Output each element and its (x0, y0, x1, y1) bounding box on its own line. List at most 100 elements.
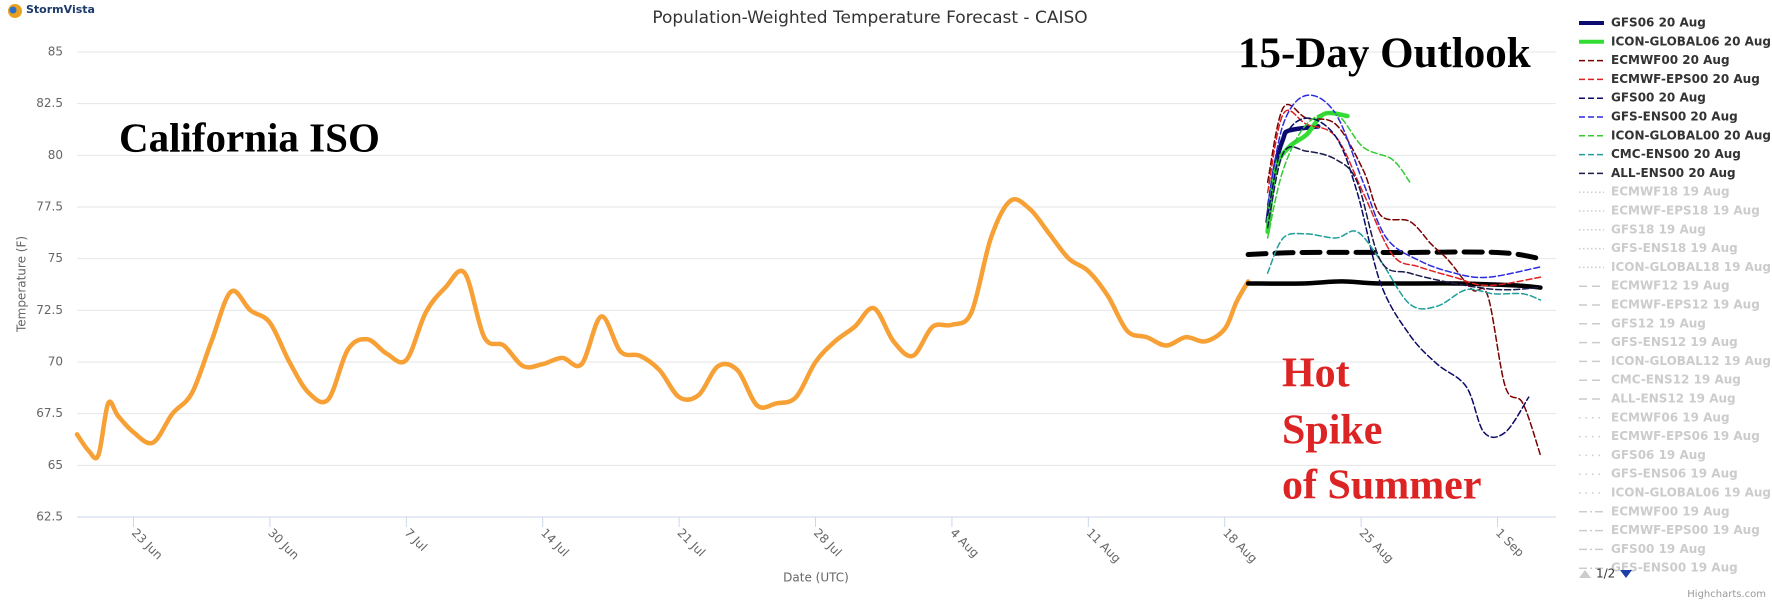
series-line (1266, 94, 1542, 279)
pager-up[interactable] (1579, 570, 1591, 578)
y-tick-label: 75 (48, 251, 63, 265)
legend-label: ECMWF-EPS12 19 Aug (1611, 298, 1760, 312)
legend-label: CMC-ENS00 20 Aug (1611, 147, 1741, 161)
legend-label: GFS-ENS12 19 Aug (1611, 335, 1738, 349)
y-tick-label: 62.5 (36, 510, 63, 524)
y-tick-label: 72.5 (36, 303, 63, 317)
series-line (1266, 230, 1542, 310)
y-tick-label: 77.5 (36, 200, 63, 214)
annotations: 15-Day Outlook California ISO Hot Spike … (119, 30, 1531, 509)
legend-label: ICON-GLOBAL18 19 Aug (1611, 260, 1771, 274)
legend-item[interactable]: CMC-ENS12 19 Aug (1579, 373, 1741, 387)
legend-item[interactable]: ICON-GLOBAL06 20 Aug (1579, 34, 1771, 48)
legend-item[interactable]: ICON-GLOBAL18 19 Aug (1579, 260, 1771, 274)
pager-text: 1/2 (1596, 567, 1615, 581)
logo-icon-dot (9, 6, 17, 14)
legend-item[interactable]: ECMWF-EPS12 19 Aug (1579, 298, 1760, 312)
legend-item[interactable]: GFS-ENS06 19 Aug (1579, 467, 1738, 481)
legend-label: ECMWF-EPS00 20 Aug (1611, 72, 1760, 86)
legend-label: ECMWF00 19 Aug (1611, 504, 1730, 518)
legend-label: ECMWF-EPS18 19 Aug (1611, 204, 1760, 218)
legend-label: ECMWF06 19 Aug (1611, 410, 1730, 424)
legend-label: ICON-GLOBAL06 20 Aug (1611, 34, 1771, 48)
annotation: Spike (1282, 408, 1382, 454)
chart-title: Population-Weighted Temperature Forecast… (652, 8, 1087, 28)
legend-item[interactable]: ECMWF18 19 Aug (1579, 185, 1730, 199)
annotation: California ISO (119, 114, 380, 160)
y-tick-label: 67.5 (36, 406, 63, 420)
legend-label: GFS-ENS18 19 Aug (1611, 241, 1738, 255)
legend-item[interactable]: GFS06 19 Aug (1579, 448, 1706, 462)
legend-item[interactable]: GFS-ENS18 19 Aug (1579, 241, 1738, 255)
annotation: 15-Day Outlook (1238, 30, 1531, 77)
series-line (1266, 111, 1411, 239)
legend-item[interactable]: ECMWF12 19 Aug (1579, 279, 1730, 293)
legend-pager: 1/2 (1579, 567, 1632, 581)
legend-label: GFS00 20 Aug (1611, 91, 1706, 105)
legend-item[interactable]: GFS06 20 Aug (1579, 16, 1706, 30)
legend-label: GFS-ENS06 19 Aug (1611, 467, 1738, 481)
legend-item[interactable]: ALL-ENS12 19 Aug (1579, 392, 1736, 406)
y-tick-label: 65 (48, 458, 63, 472)
legend: GFS06 20 Aug ICON-GLOBAL06 20 Aug ECMWF00 … (1579, 16, 1771, 575)
legend-item[interactable]: ALL-ENS00 20 Aug (1579, 166, 1736, 180)
legend-label: ICON-GLOBAL12 19 Aug (1611, 354, 1771, 368)
legend-item[interactable]: GFS18 19 Aug (1579, 222, 1706, 236)
legend-label: CMC-ENS12 19 Aug (1611, 373, 1741, 387)
y-tick-label: 80 (48, 148, 63, 162)
legend-label: ECMWF12 19 Aug (1611, 279, 1730, 293)
y-axis-title: Temperature (F) (15, 236, 29, 333)
legend-label: ECMWF-EPS06 19 Aug (1611, 429, 1760, 443)
series-line (74, 197, 1251, 461)
legend-label: ECMWF18 19 Aug (1611, 185, 1730, 199)
legend-item[interactable]: ECMWF-EPS00 20 Aug (1579, 72, 1760, 86)
legend-item[interactable]: GFS00 19 Aug (1579, 542, 1706, 556)
y-tick-label: 70 (48, 355, 63, 369)
legend-label: ICON-GLOBAL06 19 Aug (1611, 486, 1771, 500)
legend-item[interactable]: GFS-ENS12 19 Aug (1579, 335, 1738, 349)
legend-label: ECMWF00 20 Aug (1611, 53, 1730, 67)
logo: StormVista (8, 3, 95, 18)
y-tick-label: 82.5 (36, 96, 63, 110)
legend-label: ECMWF-EPS00 19 Aug (1611, 523, 1760, 537)
pager-down[interactable] (1620, 570, 1632, 578)
annotation: of Summer (1282, 463, 1481, 509)
legend-label: GFS18 19 Aug (1611, 222, 1706, 236)
legend-label: GFS06 19 Aug (1611, 448, 1706, 462)
legend-label: GFS-ENS00 19 Aug (1611, 561, 1738, 575)
credits: Highcharts.com (1687, 589, 1766, 600)
series-line (1266, 117, 1530, 439)
legend-item[interactable]: GFS-ENS00 19 Aug (1579, 561, 1738, 575)
x-axis-title: Date (UTC) (783, 571, 849, 585)
legend-item[interactable]: GFS12 19 Aug (1579, 316, 1706, 330)
legend-item[interactable]: ECMWF00 19 Aug (1579, 504, 1730, 518)
legend-label: GFS06 20 Aug (1611, 16, 1706, 30)
legend-label: ICON-GLOBAL00 20 Aug (1611, 128, 1771, 142)
legend-item[interactable]: ICON-GLOBAL00 20 Aug (1579, 128, 1771, 142)
legend-item[interactable]: ECMWF-EPS18 19 Aug (1579, 204, 1760, 218)
series-lines (74, 94, 1543, 461)
legend-item[interactable]: GFS00 20 Aug (1579, 91, 1706, 105)
legend-item[interactable]: ICON-GLOBAL12 19 Aug (1579, 354, 1771, 368)
legend-label: GFS00 19 Aug (1611, 542, 1706, 556)
legend-label: ALL-ENS12 19 Aug (1611, 392, 1736, 406)
y-tick-label: 85 (48, 45, 63, 59)
series-line (1266, 109, 1542, 287)
legend-item[interactable]: CMC-ENS00 20 Aug (1579, 147, 1741, 161)
legend-item[interactable]: GFS-ENS00 20 Aug (1579, 110, 1738, 124)
legend-item[interactable]: ICON-GLOBAL06 19 Aug (1579, 486, 1771, 500)
annotation: Hot (1282, 351, 1350, 397)
legend-item[interactable]: ECMWF-EPS06 19 Aug (1579, 429, 1760, 443)
logo-text: StormVista (26, 3, 95, 16)
legend-item[interactable]: ECMWF00 20 Aug (1579, 53, 1730, 67)
series-line (1266, 145, 1542, 291)
legend-label: GFS-ENS00 20 Aug (1611, 110, 1738, 124)
legend-item[interactable]: ECMWF-EPS00 19 Aug (1579, 523, 1760, 537)
series-line (1245, 249, 1543, 262)
legend-item[interactable]: ECMWF06 19 Aug (1579, 410, 1730, 424)
legend-label: ALL-ENS00 20 Aug (1611, 166, 1736, 180)
legend-label: GFS12 19 Aug (1611, 316, 1706, 330)
